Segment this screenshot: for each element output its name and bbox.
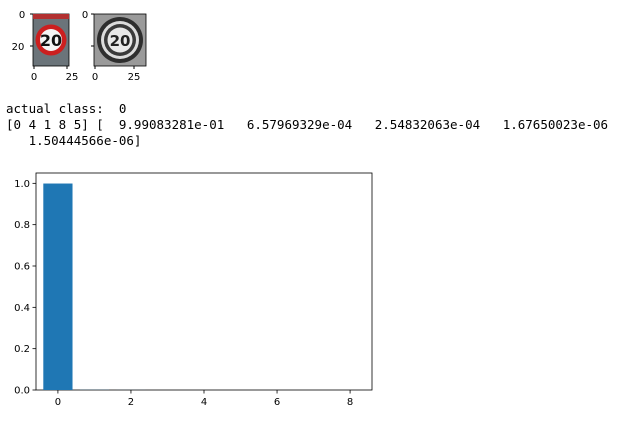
x-tick-label-6: 6: [274, 397, 280, 408]
bars-group: [43, 183, 219, 390]
output-line-predictions: [0 4 1 8 5] [ 9.99083281e-01 6.57969329e…: [6, 117, 609, 132]
y-tick-label-0.8: 0.8: [14, 220, 30, 231]
thumb2-ytick-0: 0: [82, 10, 88, 21]
sign-white-center: [40, 29, 62, 51]
y-tick-label-0.4: 0.4: [14, 303, 30, 314]
y-tick-label-0.2: 0.2: [14, 344, 30, 355]
x-tick-label-4: 4: [201, 397, 207, 408]
thumb1-ytick-1: 20: [12, 42, 25, 53]
grayscale-sign-plot: 20 0 0 25: [82, 10, 147, 83]
thumbnail-original: 20 0 20 0 25: [0, 0, 90, 90]
original-sign-plot: 20 0 20 0 25: [12, 10, 79, 83]
x-tick-label-8: 8: [347, 397, 353, 408]
y-tick-label-0.6: 0.6: [14, 262, 30, 273]
y-tick-label-1.0: 1.0: [14, 179, 30, 190]
x-tick-label-2: 2: [128, 397, 134, 408]
thumb1-xtick-0: 0: [31, 72, 37, 83]
bar-0: [43, 183, 73, 390]
thumbnail-grayscale: 20 0 0 25: [80, 0, 170, 90]
x-tick-label-0: 0: [55, 397, 61, 408]
sign-top-strip: [33, 14, 69, 19]
thumb2-xtick-1: 25: [128, 72, 141, 83]
output-line-predictions-cont: 1.50444566e-06]: [6, 133, 142, 148]
gray-sign-label: 20: [110, 32, 131, 50]
plot-frame: [35, 172, 373, 391]
thumb1-ytick-0: 0: [19, 10, 25, 21]
sign-label: 20: [40, 31, 62, 50]
y-ticks-group: 0.0 0.2 0.4 0.6 0.8 1.0: [14, 179, 36, 397]
thumb1-xtick-1: 25: [66, 72, 79, 83]
y-tick-label-0.0: 0.0: [14, 386, 30, 397]
gray-sign-center: [107, 27, 133, 53]
thumb2-xtick-0: 0: [92, 72, 98, 83]
x-ticks-group: 0 2 4 6 8: [55, 390, 353, 408]
output-line-actual-class: actual class: 0: [6, 101, 127, 116]
probability-bar-chart: 0 2 4 6 8 0.0 0.2 0.4 0.6 0.8 1.0: [14, 172, 373, 408]
